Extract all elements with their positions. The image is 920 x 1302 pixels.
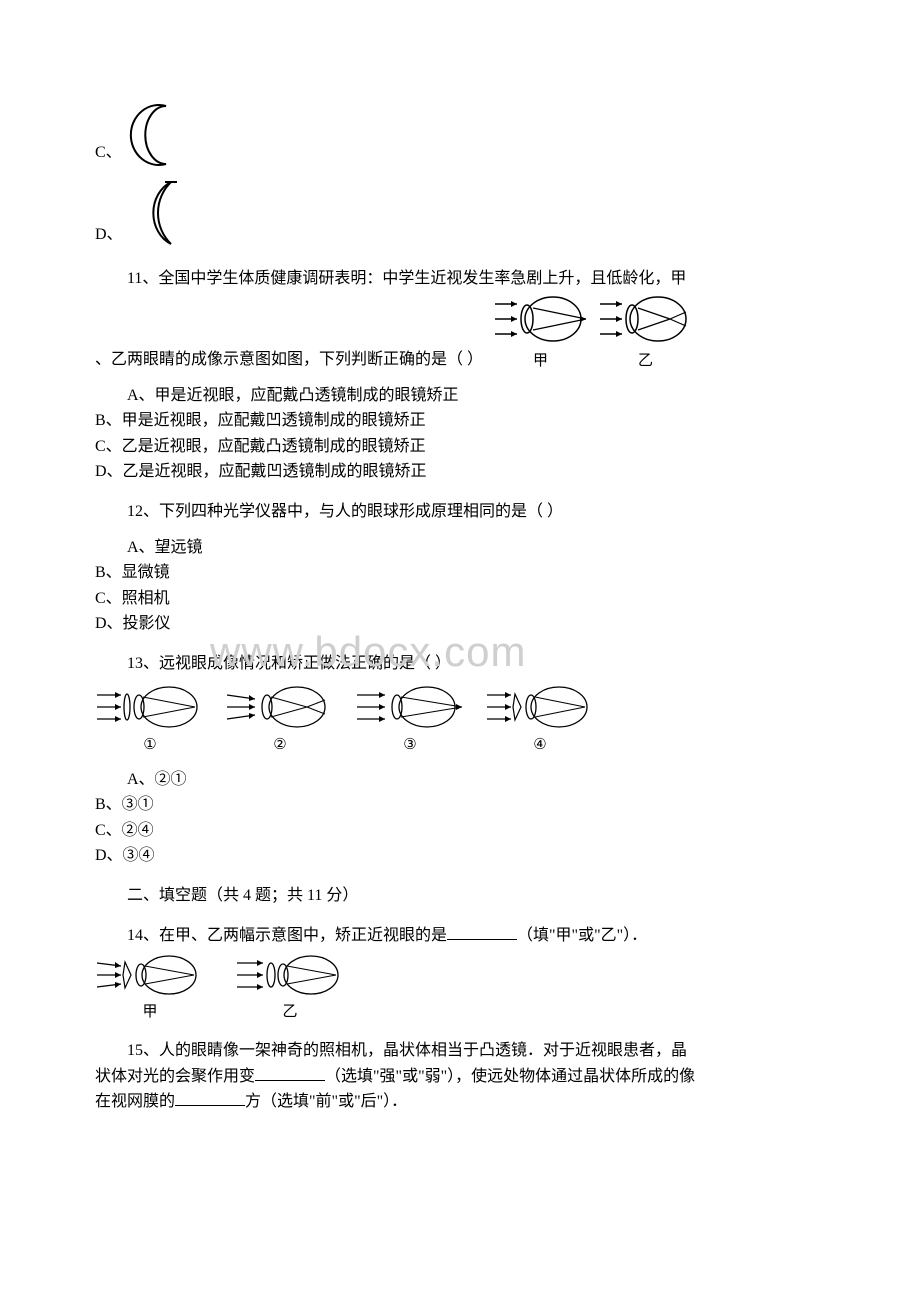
q11-stem-line1: 11、全国中学生体质健康调研表明：中学生近视发生率急剧上升，且低龄化，甲 (95, 266, 825, 292)
q12-opt-a: A、望远镜 (95, 535, 825, 561)
q13-num-2: ② (273, 733, 286, 757)
eye-diagram-yi-icon (598, 292, 693, 347)
q12-opt-c: C、照相机 (95, 586, 825, 612)
q11-opt-b: B、甲是近视眼，应配戴凹透镜制成的眼镜矫正 (95, 408, 825, 434)
q11-label-jia: 甲 (533, 349, 548, 373)
q14-diagram-jia-icon (95, 952, 205, 998)
q11-opt-a: A、甲是近视眼，应配戴凸透镜制成的眼镜矫正 (95, 383, 825, 409)
q13-opt-a: A、②① (95, 767, 825, 793)
q14-label-yi: 乙 (282, 1000, 297, 1024)
q13-opt-b: B、③① (95, 792, 825, 818)
section-2-header: 二、填空题（共 4 题；共 11 分） (95, 883, 825, 909)
q13-diagram-3-icon (355, 683, 465, 731)
q10-option-d: D、 (95, 174, 825, 252)
eye-diagram-jia-icon (493, 292, 588, 347)
q14-stem-a: 14、在甲、乙两幅示意图中，矫正近视眼的是 (127, 927, 447, 944)
q11: 11、全国中学生体质健康调研表明：中学生近视发生率急剧上升，且低龄化，甲 、乙两… (95, 266, 825, 485)
q13-opt-c: C、②④ (95, 818, 825, 844)
q12-opt-d: D、投影仪 (95, 611, 825, 637)
q13: 13、远视眼成像情况和矫正做法正确的是（ ） ① (95, 651, 825, 869)
q13-diagram-2-icon (225, 683, 335, 731)
q15-line1: 15、人的眼睛像一架神奇的照相机，晶状体相当于凸透镜．对于近视眼患者，晶 (95, 1038, 825, 1064)
q13-diagram-4-icon (485, 683, 595, 731)
q12-stem: 12、下列四种光学仪器中，与人的眼球形成原理相同的是（ ） (95, 499, 825, 525)
q15-l3a: 在视网膜的 (95, 1093, 175, 1110)
q13-diagrams: ① ② (95, 683, 825, 757)
q14: 14、在甲、乙两幅示意图中，矫正近视眼的是 （填"甲"或"乙"）． 甲 (95, 923, 825, 1025)
q15-l2a: 状体对光的会聚作用变 (95, 1068, 255, 1085)
q15: 15、人的眼睛像一架神奇的照相机，晶状体相当于凸透镜．对于近视眼患者，晶 状体对… (95, 1038, 825, 1115)
q12-opt-b: B、显微镜 (95, 560, 825, 586)
q13-num-4: ④ (533, 733, 546, 757)
q10-option-c: C、 (95, 100, 825, 170)
q13-num-1: ① (143, 733, 156, 757)
q11-opt-c: C、乙是近视眼，应配戴凸透镜制成的眼镜矫正 (95, 434, 825, 460)
q14-blank (447, 924, 517, 940)
q14-stem-b: （填"甲"或"乙"）． (517, 927, 647, 944)
q14-stem: 14、在甲、乙两幅示意图中，矫正近视眼的是 （填"甲"或"乙"）． (95, 923, 825, 949)
q15-l2b: （选填"强"或"弱"），使远处物体通过晶状体所成的像 (325, 1068, 695, 1085)
q15-l3b: 方（选填"前"或"后"）． (245, 1093, 407, 1110)
q15-blank-2 (175, 1090, 245, 1106)
lens-crescent-icon (126, 100, 184, 170)
q14-diagrams: 甲 乙 (95, 952, 825, 1024)
q11-label-yi: 乙 (638, 349, 653, 373)
option-label-c: C、 (95, 140, 126, 170)
q13-opt-d: D、③④ (95, 843, 825, 869)
q11-opt-d: D、乙是近视眼，应配戴凹透镜制成的眼镜矫正 (95, 459, 825, 485)
q13-num-3: ③ (403, 733, 416, 757)
q14-label-jia: 甲 (142, 1000, 157, 1024)
q12: 12、下列四种光学仪器中，与人的眼球形成原理相同的是（ ） A、望远镜 B、显微… (95, 499, 825, 637)
q15-blank-1 (255, 1065, 325, 1081)
lens-meniscus-icon (127, 174, 185, 252)
q11-stem-line2: 、乙两眼睛的成像示意图如图，下列判断正确的是（ ） (95, 347, 483, 373)
q13-stem: 13、远视眼成像情况和矫正做法正确的是（ ） (95, 651, 825, 677)
q14-diagram-yi-icon (235, 952, 345, 998)
q13-diagram-1-icon (95, 683, 205, 731)
option-label-d: D、 (95, 222, 127, 252)
q11-eye-jia: 甲 (493, 292, 588, 373)
q15-line2: 状体对光的会聚作用变 （选填"强"或"弱"），使远处物体通过晶状体所成的像 (95, 1064, 825, 1090)
q15-line3: 在视网膜的 方（选填"前"或"后"）． (95, 1089, 825, 1115)
q11-eye-yi: 乙 (598, 292, 693, 373)
